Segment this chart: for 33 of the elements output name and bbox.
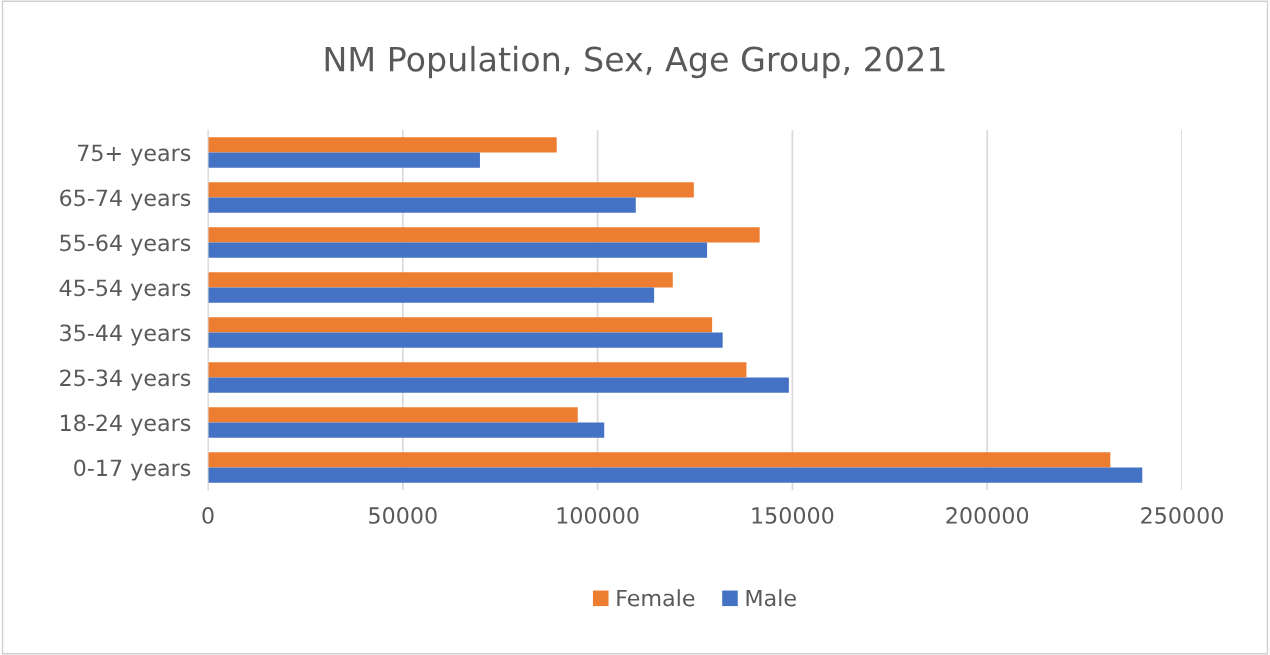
- bar: [208, 332, 723, 348]
- y-tick-label: 0-17 years: [74, 459, 191, 481]
- y-tick-label: 45-54 years: [59, 279, 191, 301]
- bar: [208, 452, 1111, 468]
- bar: [208, 317, 713, 333]
- bar: [208, 272, 673, 288]
- bar: [208, 287, 655, 303]
- x-tick-label: 0: [202, 507, 214, 524]
- x-tick-label: 150000: [752, 507, 834, 524]
- y-tick-label: 18-24 years: [60, 414, 191, 436]
- bar: [208, 137, 557, 153]
- bar: [208, 377, 789, 393]
- x-tick-label: 100000: [557, 507, 639, 524]
- y-tick-label: 65-74 years: [60, 189, 191, 211]
- bar: [208, 152, 480, 168]
- bar: [208, 227, 760, 243]
- bar: [208, 362, 747, 378]
- x-tick-label: 250000: [1141, 507, 1223, 524]
- legend-label: Female: [617, 589, 695, 607]
- bar: [208, 182, 694, 198]
- bar: [208, 467, 1143, 483]
- x-tick-label: 50000: [369, 507, 437, 524]
- chart-title: NM Population, Sex, Age Group, 2021: [325, 45, 945, 79]
- bar: [208, 422, 605, 438]
- legend-label: Male: [746, 589, 796, 607]
- bar: [208, 242, 708, 258]
- y-tick-label: 75+ years: [78, 144, 191, 166]
- y-tick-label: 35-44 years: [60, 324, 191, 346]
- bar: [208, 407, 578, 423]
- bar: [208, 197, 636, 213]
- x-tick-label: 200000: [946, 507, 1029, 524]
- y-tick-label: 25-34 years: [60, 369, 191, 391]
- y-tick-label: 55-64 years: [60, 234, 191, 256]
